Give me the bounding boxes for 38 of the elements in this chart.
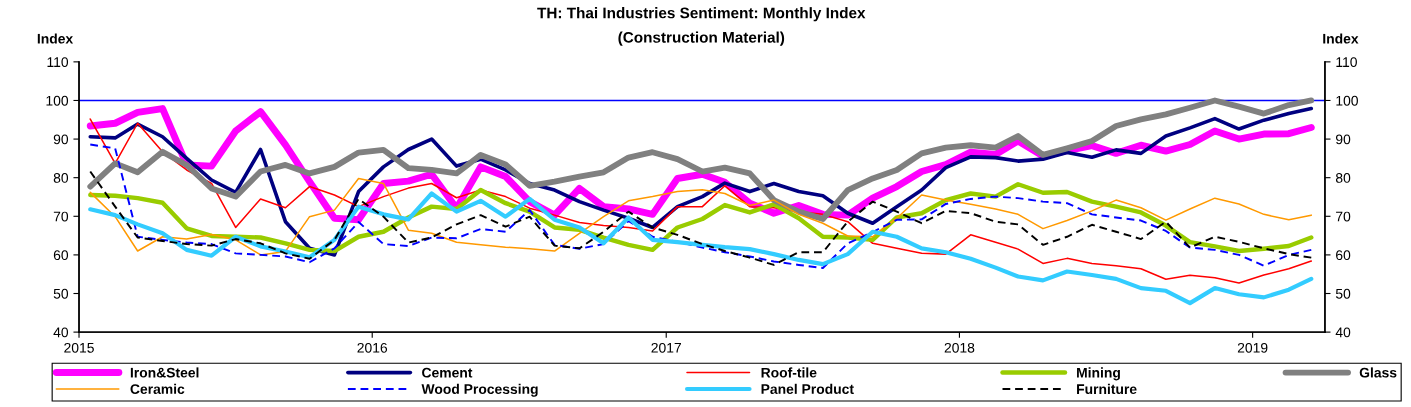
x-tick-label: 2015 [64,342,94,353]
y-tick-label: 70 [53,211,69,222]
y2-axis-title: Index [1323,33,1359,44]
x-tick-label: 2018 [944,342,975,353]
y2-tick-label: 90 [1336,134,1351,145]
y2-tick-label: 80 [1335,173,1351,183]
chart-subtitle: (Construction Material) [618,31,785,46]
legend-label: Panel Product [761,383,854,394]
y2-tick-label: 40 [1335,327,1351,338]
y2-tick-label: 110 [1336,57,1357,68]
x-tick-label: 2019 [1237,342,1268,353]
y-axis-title: Index [37,33,74,44]
legend-label: Glass [1359,367,1397,378]
legend-label: Roof-tile [761,367,817,378]
y-tick-label: 50 [53,288,69,299]
y2-tick-label: 100 [1336,95,1358,106]
y-tick-label: 110 [47,57,69,68]
y-tick-label: 90 [53,134,69,145]
legend-label: Wood Processing [421,383,538,397]
y2-tick-label: 60 [1336,250,1351,261]
line-series [89,170,1313,266]
legend-label: Mining [1077,367,1120,381]
line-series [89,143,1313,269]
line-series [89,118,1313,284]
legend-label: Furniture [1077,383,1137,395]
chart-title: TH: Thai Industries Sentiment: Monthly Index [537,7,866,22]
y2-tick-label: 50 [1335,288,1351,299]
y-tick-label: 60 [53,250,69,261]
x-tick-label: 2016 [357,342,388,353]
y-tick-label: 100 [46,95,69,106]
x-tick-label: 2017 [651,342,681,353]
legend-label: Cement [422,367,473,378]
y-tick-label: 40 [53,327,69,338]
y2-tick-label: 70 [1336,211,1351,222]
y-tick-label: 80 [53,173,69,183]
legend-label: Ceramic [130,383,185,394]
line-series [88,191,1314,306]
legend-label: Iron&Steel [130,367,199,378]
